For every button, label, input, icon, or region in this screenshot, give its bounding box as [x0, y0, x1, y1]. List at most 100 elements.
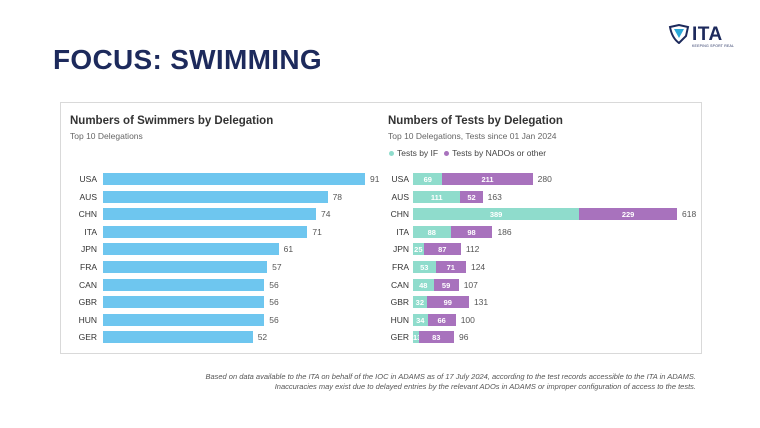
tests-label-if-aus: 111	[430, 192, 443, 202]
swimmers-category-chn: CHN	[78, 209, 97, 220]
swimmers-bar-can	[103, 278, 265, 291]
legend-item-if: Tests by IF	[389, 148, 438, 158]
legend-label-nado: Tests by NADOs or other	[452, 148, 547, 158]
tests-bar-nado-jpn	[423, 243, 461, 256]
swimmers-value-hun: 56	[269, 314, 279, 325]
tests-bar-if-aus	[413, 190, 461, 203]
tests-label-nado-aus: 52	[467, 192, 476, 202]
tests-category-hun: HUN	[390, 314, 409, 325]
swimmers-category-fra: FRA	[80, 262, 97, 272]
tests-bar-if-chn	[413, 208, 580, 221]
tests-label-if-gbr: 32	[415, 298, 424, 308]
tests-total-can: 107	[463, 279, 478, 290]
logo-text: ITA	[692, 24, 723, 45]
tests-total-ger: 96	[459, 332, 469, 343]
tests-label-if-hun: 34	[416, 315, 425, 325]
swimmers-bar-chn	[103, 208, 317, 221]
tests-label-if-usa: 69	[423, 175, 432, 184]
tests-label-if-can: 48	[419, 280, 428, 290]
tests-label-nado-hun: 66	[437, 315, 446, 325]
tests-label-nado-usa: 211	[481, 175, 494, 184]
legend-item-nado: Tests by NADOs or other	[444, 148, 546, 158]
swimmers-value-fra: 57	[272, 262, 282, 272]
tests-total-jpn: 112	[465, 244, 480, 255]
tests-label-if-ita: 88	[427, 227, 436, 237]
tests-bar-if-gbr	[413, 296, 427, 309]
tests-bar-nado-ger	[418, 331, 454, 344]
swimmers-category-gbr: GBR	[78, 297, 97, 308]
tests-bar-if-fra	[413, 261, 436, 273]
tests-bar-nado-fra	[435, 261, 466, 273]
swimmers-bar-ita	[103, 225, 308, 238]
swimmers-bar-fra	[103, 261, 268, 273]
tests-label-nado-jpn: 87	[438, 245, 447, 255]
tests-bar-if-hun	[413, 313, 428, 326]
tests-bar-nado-can	[433, 278, 459, 291]
swimmers-value-can: 56	[269, 279, 279, 290]
tests-total-usa: 280	[537, 174, 552, 184]
swimmers-bar-gbr	[103, 296, 265, 309]
tests-bar-nado-aus	[460, 190, 483, 203]
tests-label-if-fra: 53	[420, 263, 429, 272]
tests-chart-subtitle: Top 10 Delegations, Tests since 01 Jan 2…	[388, 131, 557, 141]
tests-category-usa: USA	[391, 174, 409, 184]
swimmers-category-usa: USA	[79, 174, 97, 184]
swimmers-chart-title: Numbers of Swimmers by Delegation	[70, 115, 274, 127]
tests-total-gbr: 131	[473, 297, 489, 308]
tests-label-if-ger: 13	[413, 333, 422, 343]
tests-category-aus: AUS	[391, 191, 409, 202]
tests-total-aus: 163	[487, 191, 502, 202]
swimmers-value-ger: 52	[257, 332, 268, 343]
shield-icon	[668, 24, 690, 44]
tests-bar-if-ger	[413, 331, 419, 344]
swimmers-category-can: CAN	[79, 279, 97, 290]
ita-logo: ITA KEEPING SPORT REAL	[668, 24, 738, 52]
tests-bar-nado-usa	[442, 173, 533, 185]
tests-bar-if-jpn	[413, 243, 424, 256]
tests-category-jpn: JPN	[392, 244, 409, 255]
swimmers-value-chn: 74	[321, 209, 331, 220]
swimmers-bar-hun	[103, 313, 265, 326]
tests-category-ger: GER	[390, 332, 409, 343]
tests-total-fra: 124	[470, 262, 486, 272]
legend-label-if: Tests by IF	[397, 148, 439, 158]
tests-category-ita: ITA	[396, 226, 409, 237]
tests-bar-if-ita	[413, 225, 451, 238]
tests-label-nado-ita: 98	[467, 227, 476, 237]
tests-total-chn: 618	[682, 209, 697, 220]
tests-label-if-jpn: 25	[414, 245, 423, 255]
tests-label-nado-can: 59	[441, 280, 451, 290]
tests-chart-title: Numbers of Tests by Delegation	[388, 115, 563, 127]
tests-category-fra: FRA	[392, 262, 409, 272]
tests-label-nado-gbr: 99	[443, 298, 452, 308]
swimmers-value-usa: 91	[370, 174, 380, 184]
tests-category-chn: CHN	[390, 209, 409, 220]
swimmers-bar-jpn	[103, 243, 279, 256]
tests-label-nado-chn: 229	[621, 210, 635, 220]
tests-bar-if-usa	[413, 173, 443, 185]
logo-tagline: KEEPING SPORT REAL	[692, 44, 735, 48]
swimmers-category-ita: ITA	[84, 226, 97, 237]
charts-panel: Numbers of Swimmers by Delegation Top 10…	[60, 102, 702, 354]
swimmers-category-ger: GER	[78, 332, 97, 343]
tests-category-can: CAN	[391, 279, 409, 290]
footnote-line-2: Inaccuracies may exist due to delayed en…	[274, 382, 696, 391]
tests-category-gbr: GBR	[390, 297, 409, 308]
footnote-line-1: Based on data available to the ITA on be…	[205, 372, 696, 381]
tests-total-hun: 100	[460, 314, 475, 325]
swimmers-category-jpn: JPN	[80, 244, 97, 255]
tests-label-nado-ger: 83	[432, 333, 441, 343]
swimmers-value-gbr: 56	[269, 297, 279, 308]
legend-dot-nado	[444, 150, 450, 156]
footnote: Based on data available to the ITA on be…	[136, 372, 696, 392]
tests-label-if-chn: 389	[489, 210, 503, 220]
swimmers-value-jpn: 61	[283, 244, 294, 255]
tests-bar-nado-gbr	[426, 296, 469, 309]
tests-bar-if-can	[413, 278, 434, 291]
swimmers-category-hun: HUN	[78, 314, 97, 325]
swimmers-bar-ger	[103, 331, 253, 344]
page-title: FOCUS: SWIMMING	[53, 44, 322, 75]
swimmers-value-aus: 78	[332, 191, 343, 202]
tests-total-ita: 186	[497, 226, 512, 237]
swimmers-chart-subtitle: Top 10 Delegations	[70, 131, 143, 141]
